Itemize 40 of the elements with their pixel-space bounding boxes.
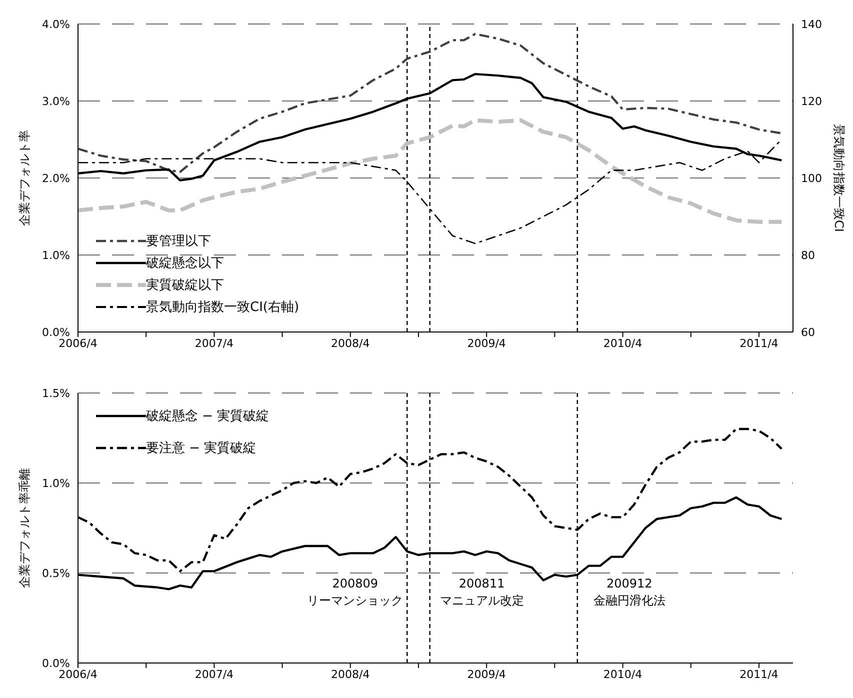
- x-tick-label: 2006/4: [58, 668, 98, 681]
- x-tick-label: 2006/4: [58, 336, 98, 350]
- x-tick-label: 2008/4: [331, 668, 370, 681]
- ref-line-label: 200811 マニュアル改定: [440, 576, 524, 608]
- ref-line-label: 200809 リーマンショック: [307, 576, 404, 608]
- x-tick-label: 2008/4: [331, 336, 370, 350]
- legend-label: 要注意 − 実質破綻: [146, 440, 256, 457]
- legend-label: 破綻懸念以下: [146, 255, 224, 272]
- y2-tick-label: 120: [801, 94, 822, 108]
- y-tick-label: 0.5%: [42, 566, 70, 580]
- y2-tick-label: 60: [801, 326, 815, 339]
- legend-label: 破綻懸念 − 実質破綻: [146, 408, 270, 425]
- y-tick-label: 0.0%: [42, 326, 70, 339]
- y2-tick-label: 140: [801, 18, 822, 31]
- y-tick-label: 0.0%: [42, 656, 70, 670]
- y2-tick-label: 100: [801, 172, 822, 185]
- x-tick-label: 2009/4: [467, 668, 506, 681]
- y-tick-label: 1.5%: [42, 386, 70, 400]
- ref-line-label: 200912 金融円滑化法: [593, 576, 666, 608]
- x-tick-label: 2009/4: [467, 336, 506, 350]
- x-tick-label: 2010/4: [603, 668, 642, 681]
- y2-axis-title: 景気動向指数一致CI: [832, 124, 846, 232]
- y-tick-label: 1.0%: [42, 248, 70, 262]
- y-tick-label: 2.0%: [42, 172, 70, 185]
- x-tick-label: 2011/4: [740, 336, 778, 350]
- x-tick-label: 2007/4: [194, 336, 234, 350]
- y-tick-label: 3.0%: [42, 94, 70, 108]
- legend-label: 実質破綻以下: [146, 277, 224, 294]
- y-tick-label: 1.0%: [42, 476, 70, 490]
- y-axis-title: 企業デフォルト率乖離: [17, 468, 32, 588]
- y2-tick-label: 80: [801, 248, 815, 262]
- y-axis-title: 企業デフォルト率: [17, 130, 32, 226]
- line-series: [78, 118, 784, 224]
- x-tick-label: 2007/4: [194, 668, 234, 681]
- line-series: [78, 32, 783, 173]
- legend-label: 景気動向指数一致CI(右軸): [146, 299, 300, 316]
- legend-label: 要管理以下: [146, 233, 211, 250]
- x-tick-label: 2010/4: [603, 336, 642, 350]
- x-tick-label: 2011/4: [740, 668, 778, 681]
- y-tick-label: 4.0%: [42, 18, 70, 31]
